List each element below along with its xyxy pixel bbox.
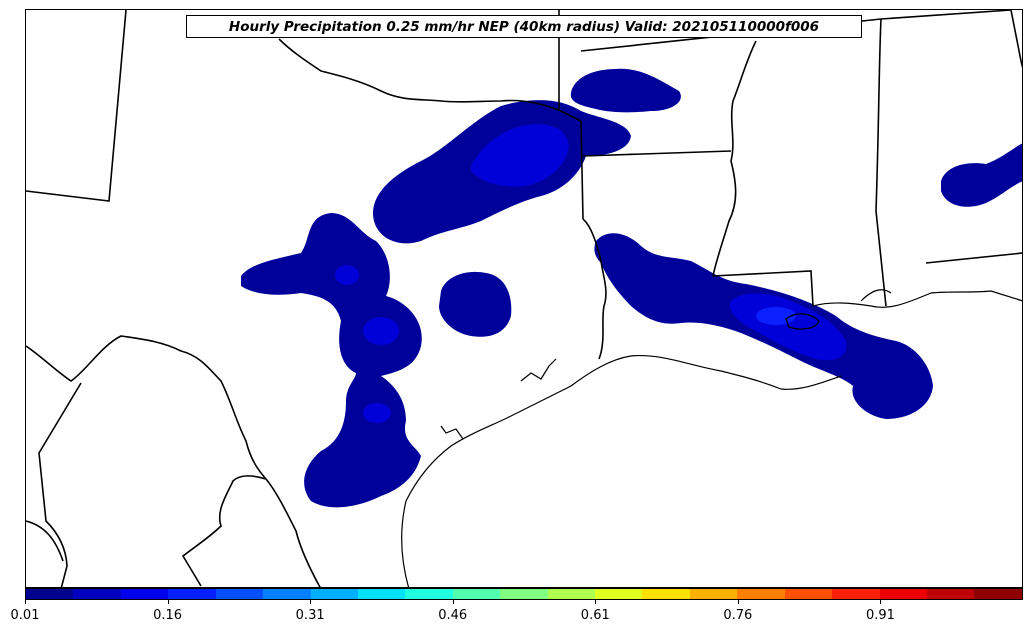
precip-core-central-texas-1	[363, 317, 399, 345]
mississippi-river	[712, 40, 757, 277]
colorbar-segment	[168, 589, 216, 599]
colorbar-tick-label: 0.76	[723, 608, 753, 623]
colorbar-segment	[784, 589, 833, 599]
precip-blob-arkansas	[570, 68, 681, 113]
sabine-river	[582, 218, 607, 360]
map-panel	[25, 9, 1023, 588]
arkansas-louisiana-border	[582, 150, 732, 157]
colorbar-segment	[452, 589, 501, 599]
precip-cores	[335, 124, 847, 423]
colorbar-segment	[310, 589, 358, 599]
colorbar-segment	[832, 589, 880, 599]
colorbar-segment	[263, 589, 311, 599]
colorbar-segment	[595, 589, 643, 599]
colorbar-tick	[880, 600, 882, 604]
colorbar-tick-label: 0.46	[438, 608, 468, 623]
alabama-georgia-border	[1010, 10, 1022, 69]
new-mexico-texas-border	[26, 10, 127, 202]
louisiana-mississippi-border	[712, 270, 814, 307]
precip-core-central-texas-2	[363, 403, 391, 423]
arkansas-texas-border	[580, 120, 584, 220]
bay-detail-1	[440, 425, 464, 440]
bay-detail-2	[520, 358, 557, 382]
colorbar-segment	[405, 589, 453, 599]
coastlines	[401, 289, 1022, 587]
precip-core-louisiana	[729, 293, 847, 361]
colorbar-tick-label: 0.91	[865, 608, 895, 623]
precip-core-central-texas-3	[335, 265, 359, 285]
mexico-state-line-3	[181, 475, 267, 587]
colorbar-tick-label: 0.31	[295, 608, 325, 623]
mississippi-alabama-border	[875, 18, 887, 307]
colorbar-segment	[689, 589, 738, 599]
colorbar-segment	[642, 589, 690, 599]
colorbar-segment	[215, 589, 264, 599]
colorbar-tick	[737, 600, 739, 604]
florida-panhandle-border	[925, 252, 1022, 264]
red-river-border	[278, 38, 582, 122]
colorbar-tick	[310, 600, 312, 604]
map-canvas	[26, 10, 1022, 587]
precip-blob-alabama	[941, 143, 1022, 207]
colorbar-tick	[452, 600, 454, 604]
colorbar-segment	[974, 589, 1022, 599]
precip-core-northeast-texas	[471, 124, 569, 187]
precip-blob-central-texas	[241, 213, 422, 508]
colorbar-segment	[120, 589, 169, 599]
bay-detail-3	[860, 289, 892, 302]
colorbar-segment	[26, 589, 74, 599]
colorbar-tick-label: 0.01	[10, 608, 40, 623]
precip-blob-east-central-texas	[439, 271, 512, 337]
precip-areas	[241, 68, 1022, 508]
mexico-state-line-1	[38, 382, 82, 587]
mexico-state-line-2	[26, 520, 64, 562]
colorbar-segment	[73, 589, 121, 599]
tennessee-border	[580, 10, 1012, 52]
colorbar-tick	[167, 600, 169, 604]
colorbar-segment	[547, 589, 596, 599]
map-title: Hourly Precipitation 0.25 mm/hr NEP (40k…	[186, 15, 862, 38]
colorbar-tick-label: 0.16	[153, 608, 183, 623]
mexico-border	[26, 335, 321, 587]
texas-coast	[401, 354, 842, 587]
colorbar-segment	[500, 589, 548, 599]
state-boundaries	[26, 10, 1022, 587]
colorbar-segment	[879, 589, 928, 599]
colorbar-tick-label: 0.61	[580, 608, 610, 623]
louisiana-coast	[812, 290, 1022, 308]
colorbar-segment	[737, 589, 785, 599]
colorbar-segment	[927, 589, 975, 599]
colorbar-segment	[357, 589, 406, 599]
colorbar-tick	[25, 600, 26, 604]
colorbar-tick	[595, 600, 597, 604]
lake-pontchartrain	[785, 313, 820, 330]
colorbar	[25, 588, 1023, 600]
colorbar-ticks: 0.01 0.16 0.31 0.46 0.61 0.76 0.91	[0, 600, 1033, 630]
